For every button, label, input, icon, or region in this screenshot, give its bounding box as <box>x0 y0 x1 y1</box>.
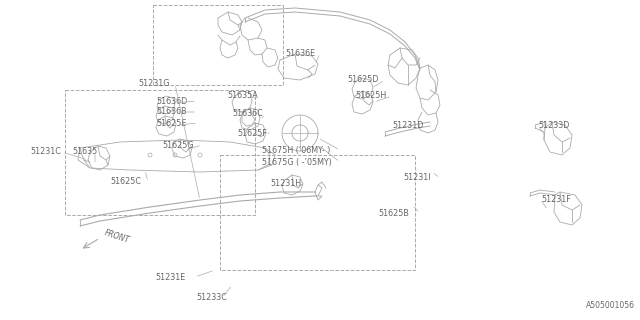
Text: 51675G ( -’05MY): 51675G ( -’05MY) <box>262 157 332 166</box>
Text: 51231F: 51231F <box>541 195 571 204</box>
Text: 51675H (’06MY- ): 51675H (’06MY- ) <box>262 146 330 155</box>
Text: 51231G: 51231G <box>138 79 170 89</box>
Text: 51233C: 51233C <box>196 293 227 302</box>
Text: 51231H: 51231H <box>270 179 301 188</box>
Bar <box>220 155 415 270</box>
Text: 51636B: 51636B <box>156 108 187 116</box>
Text: 51625E: 51625E <box>156 118 186 127</box>
Bar <box>65 90 255 215</box>
Text: 51231D: 51231D <box>392 122 424 131</box>
Text: 51636C: 51636C <box>232 109 263 118</box>
Text: 51231E: 51231E <box>155 273 185 282</box>
Bar <box>153 5 283 85</box>
Text: A505001056: A505001056 <box>586 301 635 310</box>
Text: 51636E: 51636E <box>285 49 315 58</box>
Text: 51625F: 51625F <box>237 129 267 138</box>
Text: 51625D: 51625D <box>347 76 378 84</box>
Text: 51635A: 51635A <box>227 92 258 100</box>
Text: FRONT: FRONT <box>103 229 131 245</box>
Text: 51625C: 51625C <box>110 178 141 187</box>
Text: 51625G: 51625G <box>162 140 194 149</box>
Text: 51625H: 51625H <box>355 92 387 100</box>
Text: 51636D: 51636D <box>156 97 188 106</box>
Text: 51635: 51635 <box>72 148 97 156</box>
Text: 51625B: 51625B <box>378 209 409 218</box>
Text: 51231I: 51231I <box>403 173 431 182</box>
Text: 51233D: 51233D <box>538 122 570 131</box>
Text: 51231C: 51231C <box>30 148 61 156</box>
